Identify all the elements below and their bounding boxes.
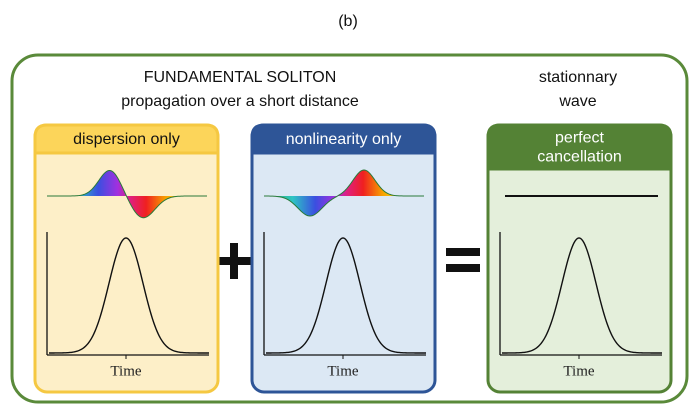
header-line: FUNDAMENTAL SOLITON [144, 69, 337, 86]
panel-header [486, 123, 673, 171]
axis-label: Time [563, 363, 594, 379]
panel-label: cancellation [537, 149, 622, 166]
panel [33, 123, 220, 394]
result-header-line: stationnary [539, 69, 617, 86]
pulse-outline [263, 169, 424, 217]
equals-sign [446, 248, 480, 272]
pulse-fill [264, 170, 424, 216]
panel-header [33, 123, 220, 155]
axis-label: Time [327, 363, 358, 379]
pulse-outline [47, 170, 207, 219]
panel-label: dispersion only [73, 131, 180, 148]
axis-label: Time [110, 363, 141, 379]
intensity-profile [501, 237, 662, 354]
intensity-profile [48, 237, 209, 354]
panel-label: perfect [555, 130, 604, 147]
outer-frame [10, 53, 689, 404]
result-header-line: wave [558, 93, 596, 110]
panel [250, 123, 437, 394]
header-line: propagation over a short distance [121, 93, 359, 110]
plus-sign [216, 243, 252, 279]
figure-label: (b) [338, 13, 358, 30]
panel-header [250, 123, 437, 155]
intensity-profile [265, 237, 426, 354]
panel-label: nonlinearity only [286, 131, 402, 148]
